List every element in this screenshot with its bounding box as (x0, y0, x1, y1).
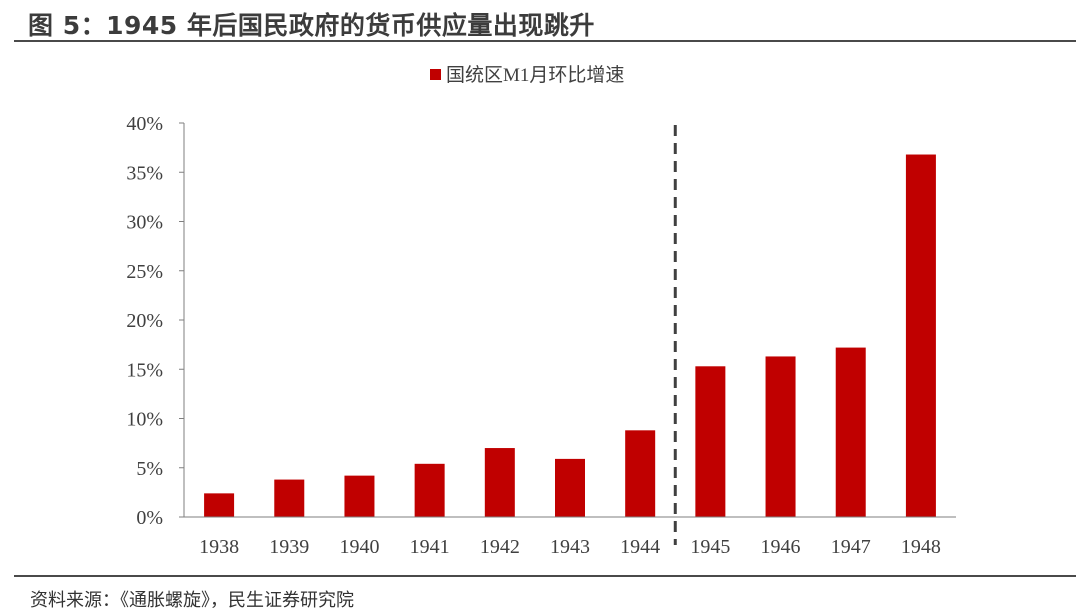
y-tick-label: 15% (126, 359, 163, 381)
y-tick-label: 20% (126, 310, 163, 332)
x-tick-label: 1944 (620, 536, 660, 558)
bar-1945 (695, 366, 726, 517)
x-tick-label: 1943 (550, 536, 590, 558)
bar-1939 (274, 479, 305, 517)
bar-1944 (625, 430, 656, 517)
source-rule (14, 575, 1076, 577)
x-tick-label: 1946 (761, 536, 801, 558)
x-tick-label: 1947 (831, 536, 871, 558)
bar-1943 (555, 458, 585, 517)
title-rule (14, 40, 1076, 42)
bar-1948 (905, 154, 936, 517)
x-tick-label: 1939 (269, 536, 309, 558)
y-tick-label: 10% (126, 409, 163, 431)
legend-label: 国统区M1月环比增速 (446, 64, 624, 86)
y-tick-label: 35% (126, 162, 163, 184)
x-axis-tick-labels: 1938 1939 1940 1941 1942 1943 1944 1945 1946 1947… (199, 536, 941, 558)
figure-title: 图 5：1945 年后国民政府的货币供应量出现跳升 (28, 11, 595, 40)
x-tick-label: 1945 (690, 536, 730, 558)
y-tick-label: 25% (126, 261, 163, 283)
bars (204, 154, 936, 517)
source-note: 资料来源：《通胀螺旋》，民生证券研究院 (30, 590, 354, 611)
bar-1941 (414, 463, 445, 517)
x-tick-label: 1941 (410, 536, 450, 558)
bar-1940 (344, 475, 375, 517)
bar-chart: 国统区M1月环比增速 0% 5% 10% 15% 20% 25% 30% 35% 40% 193… (126, 64, 956, 558)
y-tick-label: 40% (126, 113, 163, 135)
x-tick-label: 1942 (480, 536, 520, 558)
y-tick-label: 0% (136, 507, 163, 529)
x-tick-label: 1948 (901, 536, 941, 558)
bar-1947 (835, 347, 866, 517)
bar-1938 (204, 493, 235, 517)
y-axis-tick-labels: 0% 5% 10% 15% 20% 25% 30% 35% 40% (126, 113, 184, 529)
x-tick-label: 1940 (339, 536, 379, 558)
x-tick-label: 1938 (199, 536, 239, 558)
chart-legend: 国统区M1月环比增速 (430, 64, 624, 86)
y-tick-label: 30% (126, 212, 163, 234)
y-tick-label: 5% (136, 458, 163, 480)
bar-1946 (765, 356, 796, 517)
bar-1942 (484, 448, 515, 517)
legend-swatch (430, 69, 441, 80)
